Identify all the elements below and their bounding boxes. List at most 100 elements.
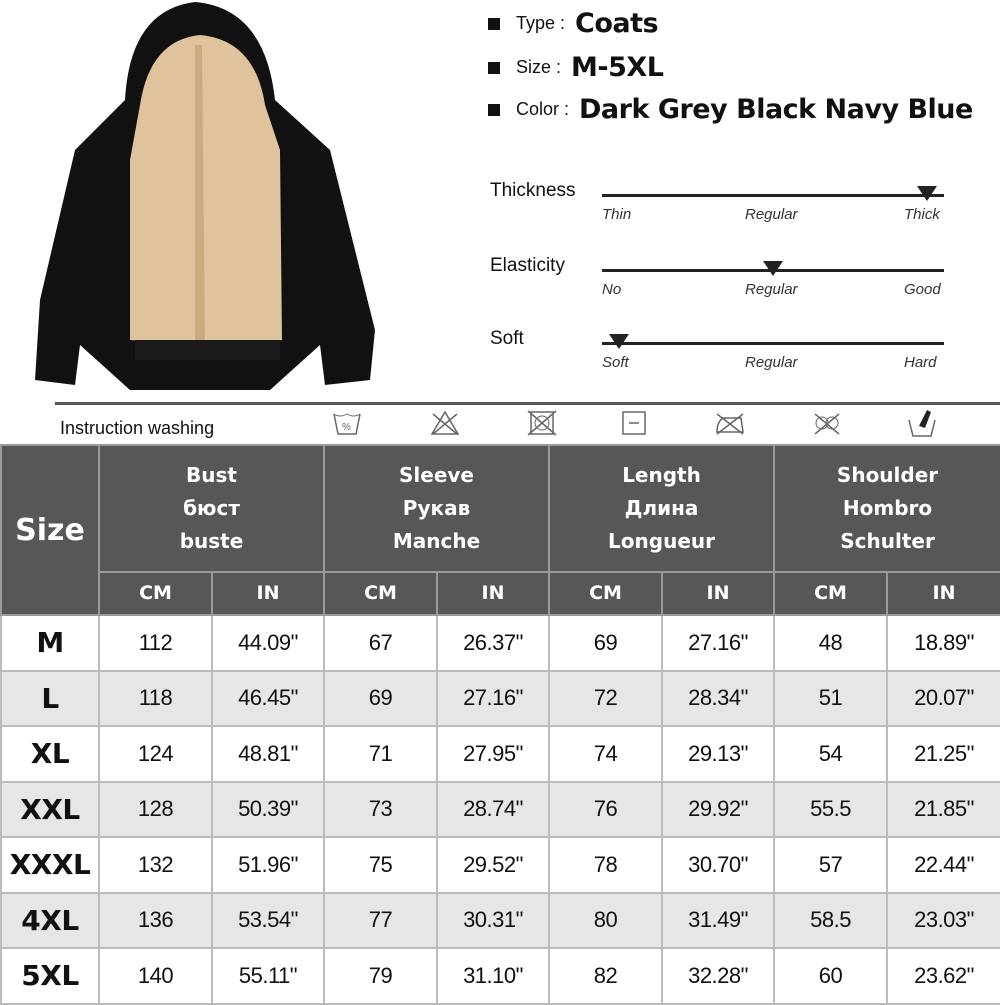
column-group-header: Bust бюст buste xyxy=(98,444,325,573)
scale-name: Elasticity xyxy=(490,255,565,276)
measure-cell: 69 xyxy=(548,614,664,672)
spec-value: M-5XL xyxy=(571,52,664,83)
svg-text:%: % xyxy=(342,422,351,433)
bullet-icon xyxy=(488,17,500,30)
unit-header-cm: CM xyxy=(773,571,889,616)
scale-marker-icon xyxy=(763,261,783,276)
scale-thickness: Thickness Thin Regular Thick xyxy=(490,180,950,240)
unit-header-cm: CM xyxy=(548,571,664,616)
scale-tick: Soft xyxy=(602,354,629,371)
spec-label: Type : xyxy=(516,13,566,33)
column-group-header: Shoulder Hombro Schulter xyxy=(773,444,1000,573)
measure-cell: 78 xyxy=(548,836,664,894)
scale-track xyxy=(602,194,944,197)
no-tumble-dry-icon xyxy=(525,408,559,438)
measure-cell: 48.81" xyxy=(211,725,325,783)
scale-tick: No xyxy=(602,281,622,298)
measure-cell: 28.74" xyxy=(435,780,551,838)
measure-cell: 32.28" xyxy=(661,947,776,1005)
measure-cell: 79 xyxy=(323,947,438,1005)
measure-cell: 23.62" xyxy=(886,947,1000,1005)
measure-cell: 140 xyxy=(98,947,213,1005)
measure-cell: 30.31" xyxy=(435,891,551,949)
measure-cell: 54 xyxy=(773,725,889,783)
spec-value: Coats xyxy=(575,8,659,39)
measure-cell: 51.96" xyxy=(211,836,325,894)
no-iron-icon xyxy=(713,408,747,438)
measure-cell: 82 xyxy=(548,947,664,1005)
scale-track xyxy=(602,342,944,345)
header-line: Schulter xyxy=(840,529,935,553)
measure-cell: 80 xyxy=(548,891,664,949)
spec-label: Color : xyxy=(516,99,570,119)
unit-header-in: IN xyxy=(435,571,551,616)
header-line: Рукав xyxy=(402,496,471,520)
table-row: M 112 44.09" 67 26.37" 69 27.16" 48 18.89" xyxy=(0,614,1000,672)
size-chart-table: Size Bust бюст buste Sleeve Рукав Manche Length… xyxy=(0,444,1000,1005)
scale-tick: Thick xyxy=(904,206,940,223)
scale-tick: Hard xyxy=(904,354,937,371)
scale-marker-icon xyxy=(916,186,937,201)
measure-cell: 18.89" xyxy=(886,614,1000,672)
spec-label: Size : xyxy=(516,57,562,77)
measure-cell: 55.11" xyxy=(211,947,325,1005)
spec-2: Color : Dark Grey Black Navy Blue xyxy=(488,94,973,125)
spec-1: Size : M-5XL xyxy=(488,52,664,83)
jacket-product-image xyxy=(35,2,375,390)
scale-elasticity: Elasticity No Regular Good xyxy=(490,255,950,315)
measure-cell: 60 xyxy=(773,947,889,1005)
hand-wash-30-icon: % xyxy=(330,408,364,438)
scale-tick: Thin xyxy=(602,206,632,223)
table-row: 4XL 136 53.54" 77 30.31" 80 31.49" 58.5 23.03" xyxy=(0,891,1000,949)
measure-cell: 27.95" xyxy=(435,725,551,783)
scale-name: Thickness xyxy=(490,180,576,201)
table-row: L 118 46.45" 69 27.16" 72 28.34" 51 20.07" xyxy=(0,669,1000,727)
measure-cell: 74 xyxy=(548,725,664,783)
measure-cell: 27.16" xyxy=(661,614,776,672)
scale-tick: Regular xyxy=(745,354,798,371)
spec-0: Type : Coats xyxy=(488,8,659,39)
measure-cell: 31.10" xyxy=(435,947,551,1005)
measure-cell: 67 xyxy=(323,614,438,672)
measure-cell: 51 xyxy=(773,669,889,727)
measure-cell: 29.13" xyxy=(661,725,776,783)
measure-cell: 57 xyxy=(773,836,889,894)
scale-soft: Soft Soft Regular Hard xyxy=(490,328,950,388)
measure-cell: 26.37" xyxy=(435,614,551,672)
scale-tick: Regular xyxy=(745,281,798,298)
header-line: Длина xyxy=(624,496,699,520)
scale-tick: Regular xyxy=(745,206,798,223)
no-dry-clean-icon xyxy=(810,408,844,438)
header-line: Shoulder xyxy=(836,463,939,487)
unit-header-in: IN xyxy=(886,571,1000,616)
washing-instructions-label: Instruction washing xyxy=(60,418,215,438)
spec-value: Dark Grey Black Navy Blue xyxy=(579,94,973,125)
measure-cell: 71 xyxy=(323,725,438,783)
measure-cell: 21.25" xyxy=(886,725,1000,783)
header-line: Bust xyxy=(186,463,237,487)
measure-cell: 27.16" xyxy=(435,669,551,727)
measure-cell: 112 xyxy=(98,614,213,672)
measure-cell: 28.34" xyxy=(661,669,776,727)
measure-cell: 58.5 xyxy=(773,891,889,949)
header-line: buste xyxy=(179,529,244,553)
hand-wash-icon xyxy=(905,408,939,438)
measure-cell: 136 xyxy=(98,891,213,949)
divider xyxy=(55,402,1000,405)
size-cell: 5XL xyxy=(0,947,100,1005)
measure-cell: 53.54" xyxy=(211,891,325,949)
scale-marker-icon xyxy=(609,334,630,349)
measure-cell: 73 xyxy=(323,780,438,838)
measure-cell: 22.44" xyxy=(886,836,1000,894)
measure-cell: 118 xyxy=(98,669,213,727)
no-bleach-icon xyxy=(428,408,462,438)
measure-cell: 29.92" xyxy=(661,780,776,838)
size-cell: M xyxy=(0,614,100,672)
header-line: Manche xyxy=(392,529,481,553)
scale-tick: Good xyxy=(904,281,941,298)
unit-header-in: IN xyxy=(211,571,325,616)
table-row: 5XL 140 55.11" 79 31.10" 82 32.28" 60 23.62" xyxy=(0,947,1000,1005)
table-row: XL 124 48.81" 71 27.95" 74 29.13" 54 21.25" xyxy=(0,725,1000,783)
measure-cell: 55.5 xyxy=(773,780,889,838)
bullet-icon xyxy=(488,61,500,74)
